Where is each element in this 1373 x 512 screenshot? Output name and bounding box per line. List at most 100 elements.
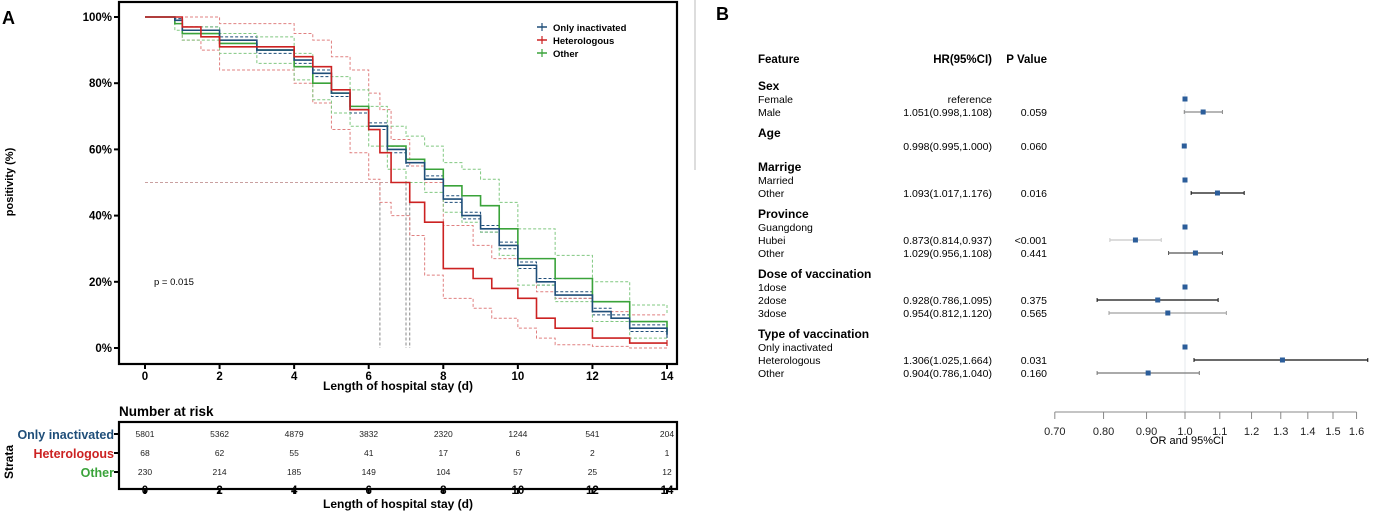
risk-cell: 5801 bbox=[136, 429, 155, 439]
risk-cell: 149 bbox=[362, 467, 376, 477]
risk-cell: 541 bbox=[585, 429, 599, 439]
forest-row-hr: 0.904(0.786,1.040) bbox=[903, 368, 992, 380]
risk-cell: 17 bbox=[439, 448, 449, 458]
forest-point-estimate bbox=[1132, 237, 1138, 243]
km-x-tick-label: 4 bbox=[291, 371, 298, 383]
risk-table-rows: Only inactivated 5801 5362 4879 3832 2320 1244… bbox=[17, 428, 674, 480]
risk-x-tick-label: 0 bbox=[142, 485, 148, 497]
km-ci-upper-heterologous bbox=[145, 16, 667, 316]
risk-cell: 214 bbox=[212, 467, 226, 477]
forest-row-hr: 1.306(1.025,1.664) bbox=[903, 355, 992, 367]
risk-x-tick-label: 4 bbox=[291, 485, 298, 497]
km-y-tick-label: 80% bbox=[89, 78, 112, 90]
risk-x-tick-label: 10 bbox=[511, 485, 524, 497]
forest-row-hr: 0.928(0.786,1.095) bbox=[903, 295, 992, 307]
forest-header-hr: HR(95%CI) bbox=[933, 54, 992, 66]
forest-x-tick-label: 1.6 bbox=[1349, 426, 1364, 438]
forest-row-p: 0.565 bbox=[1021, 308, 1047, 320]
risk-cell: 6 bbox=[515, 448, 520, 458]
forest-x-axis: 0.70 0.80 0.90 1.0 1.1 1.2 1.3 1.4 1.5 1.6 bbox=[1044, 411, 1364, 438]
risk-cell: 2 bbox=[590, 448, 595, 458]
km-x-tick-label: 10 bbox=[511, 371, 524, 383]
forest-row-hr: 1.029(0.956,1.108) bbox=[903, 248, 992, 260]
forest-point-estimate bbox=[1200, 109, 1206, 115]
forest-row-label: 2dose bbox=[758, 295, 787, 307]
risk-cell: 62 bbox=[215, 448, 225, 458]
risk-cell: 1 bbox=[665, 448, 670, 458]
risk-cell: 25 bbox=[588, 467, 598, 477]
panel-b-label: B bbox=[716, 4, 729, 24]
risk-cell: 1244 bbox=[508, 429, 527, 439]
forest-x-tick-label: 1.0 bbox=[1177, 426, 1192, 438]
forest-point-estimate bbox=[1145, 370, 1151, 376]
legend-label-heterologous: Heterologous bbox=[553, 36, 614, 47]
risk-cell: 55 bbox=[289, 448, 299, 458]
km-x-tick-label: 0 bbox=[142, 371, 148, 383]
km-x-tick-label: 6 bbox=[366, 371, 372, 383]
forest-point-estimate bbox=[1192, 250, 1198, 256]
km-x-tick-label: 8 bbox=[440, 371, 447, 383]
risk-row-label-only-inactivated: Only inactivated bbox=[17, 428, 114, 442]
km-curve-heterologous bbox=[145, 16, 667, 344]
km-y-tick-label: 0% bbox=[95, 343, 112, 355]
forest-point-estimate bbox=[1182, 284, 1188, 290]
forest-header-feature: Feature bbox=[758, 54, 800, 66]
km-y-axis-label: positivity (%) bbox=[4, 147, 16, 216]
risk-x-tick-label: 14 bbox=[661, 485, 674, 497]
risk-table-title: Number at risk bbox=[119, 404, 214, 419]
forest-row-label: Guangdong bbox=[758, 222, 813, 234]
forest-point-estimate bbox=[1182, 224, 1188, 230]
legend-label-other: Other bbox=[553, 49, 579, 60]
forest-x-tick-label: 1.4 bbox=[1300, 426, 1315, 438]
forest-row-p: 0.059 bbox=[1021, 107, 1047, 119]
forest-group-dose-of-vaccination: Dose of vaccination bbox=[758, 267, 871, 281]
forest-row-label: 3dose bbox=[758, 308, 787, 320]
forest-group-marrige: Marrige bbox=[758, 160, 802, 174]
forest-row-p: <0.001 bbox=[1015, 235, 1048, 247]
risk-row-label-heterologous: Heterologous bbox=[33, 447, 114, 461]
forest-x-tick-label: 1.5 bbox=[1325, 426, 1340, 438]
forest-row-hr: 0.873(0.814,0.937) bbox=[903, 235, 992, 247]
forest-row-label: Other bbox=[758, 188, 785, 200]
km-plot-frame bbox=[117, 0, 679, 366]
risk-cell: 104 bbox=[436, 467, 450, 477]
legend-item-only-inactivated: Only inactivated bbox=[537, 23, 627, 34]
forest-row-hr: 0.954(0.812,1.120) bbox=[903, 308, 992, 320]
forest-row-hr: 0.998(0.995,1.000) bbox=[903, 141, 992, 153]
risk-cell: 57 bbox=[513, 467, 523, 477]
forest-x-tick-label: 1.1 bbox=[1212, 426, 1227, 438]
forest-x-tick-label: 0.70 bbox=[1044, 426, 1065, 438]
legend-item-heterologous: Heterologous bbox=[537, 36, 614, 47]
risk-table-frame bbox=[117, 420, 679, 491]
km-x-tick-label: 2 bbox=[216, 371, 222, 383]
forest-point-estimate bbox=[1181, 143, 1187, 149]
forest-row-p: 0.060 bbox=[1021, 141, 1047, 153]
risk-x-tick-label: 2 bbox=[216, 485, 222, 497]
risk-cell: 230 bbox=[138, 467, 152, 477]
forest-row-p: 0.441 bbox=[1021, 248, 1047, 260]
forest-row-label: Other bbox=[758, 248, 785, 260]
forest-point-estimate bbox=[1165, 310, 1171, 316]
km-y-tick-label: 40% bbox=[89, 211, 112, 223]
km-x-tick-label: 14 bbox=[661, 371, 674, 383]
km-median-lines bbox=[145, 182, 411, 348]
km-ci-lower-heterologous bbox=[145, 16, 667, 349]
forest-group-type-of-vaccination: Type of vaccination bbox=[758, 327, 869, 341]
risk-cell: 41 bbox=[364, 448, 374, 458]
risk-cell: 204 bbox=[660, 429, 674, 439]
forest-row-p: 0.160 bbox=[1021, 368, 1047, 380]
risk-table-x-ticks: 0 2 4 6 8 10 12 14 bbox=[142, 485, 674, 497]
km-y-tick-label: 20% bbox=[89, 277, 112, 289]
forest-row-p: 0.031 bbox=[1021, 355, 1047, 367]
forest-row-label: Only inactivated bbox=[758, 342, 833, 354]
km-ci-upper-other bbox=[145, 16, 668, 315]
risk-cell: 185 bbox=[287, 467, 301, 477]
forest-point-estimate bbox=[1182, 177, 1188, 183]
forest-row-label: 1dose bbox=[758, 282, 787, 294]
km-x-axis-label: Length of hospital stay (d) bbox=[323, 379, 473, 393]
forest-row-label: Married bbox=[758, 175, 794, 187]
km-curve-only-inactivated bbox=[145, 16, 668, 335]
risk-x-tick-label: 6 bbox=[366, 485, 372, 497]
